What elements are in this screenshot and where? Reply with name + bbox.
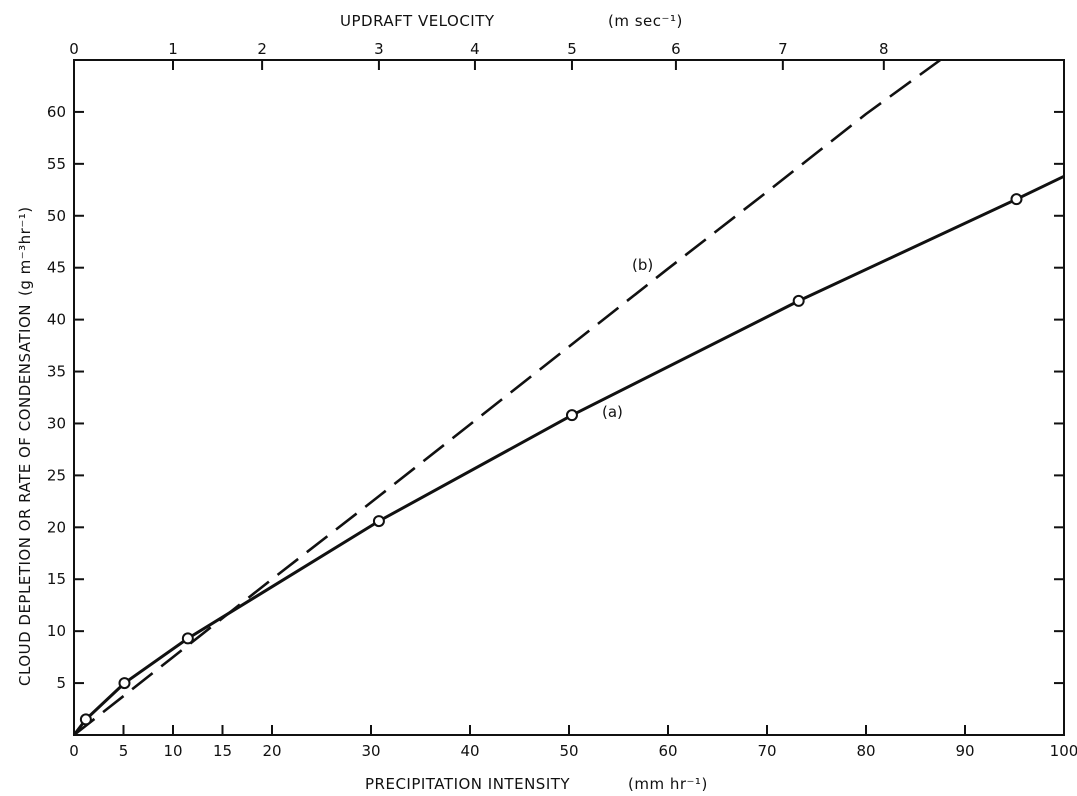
y-axis-label: CLOUD DEPLETION OR RATE OF CONDENSATION (… [16, 206, 34, 686]
top-tick-label: 7 [778, 40, 788, 58]
series-markers [79, 193, 1023, 726]
x-tick-label: 30 [361, 742, 380, 760]
series-label-a: (a) [602, 403, 623, 421]
y-tick-label: 15 [47, 570, 66, 588]
x-tick-label: 10 [163, 742, 182, 760]
data-point [565, 409, 578, 422]
y-axis-label-text: CLOUD DEPLETION OR RATE OF CONDENSATION [16, 304, 34, 686]
data-point [181, 632, 194, 645]
top-axis-unit: (m sec⁻¹) [608, 12, 683, 30]
y-tick-label: 55 [47, 155, 66, 173]
top-axis-label: UPDRAFT VELOCITY [340, 12, 495, 30]
x-tick-label: 5 [119, 742, 129, 760]
series-lines [72, 58, 1065, 737]
top-axis-title: UPDRAFT VELOCITY (m sec⁻¹) [340, 12, 683, 30]
x-tick-label: 50 [559, 742, 578, 760]
top-tick-label: 6 [671, 40, 681, 58]
top-tick-label: 4 [470, 40, 480, 58]
y-tick-label: 40 [47, 311, 66, 329]
y-axis-unit: (g m⁻³hr⁻¹) [16, 206, 34, 296]
data-point [118, 677, 131, 690]
x-tick-label: 15 [213, 742, 232, 760]
x-tick-label: 0 [69, 742, 79, 760]
x-tick-label: 80 [856, 742, 875, 760]
y-tick-label: 10 [47, 622, 66, 640]
x-tick-label: 20 [262, 742, 281, 760]
data-point [79, 713, 92, 726]
x-tick-label: 60 [658, 742, 677, 760]
data-point [372, 515, 385, 528]
x-axis-label: PRECIPITATION INTENSITY [365, 775, 570, 793]
series-line-b [73, 58, 942, 737]
series-line-a [72, 174, 1065, 736]
top-tick-label: 5 [567, 40, 577, 58]
data-point [792, 294, 805, 307]
x-axis-title: PRECIPITATION INTENSITY (mm hr⁻¹) [365, 775, 708, 793]
y-axis-title: CLOUD DEPLETION OR RATE OF CONDENSATION (… [16, 206, 34, 686]
y-axis-ticks: 5 10 15 20 25 30 35 40 45 50 55 60 [47, 103, 1064, 692]
y-tick-label: 20 [47, 518, 66, 536]
y-tick-label: 35 [47, 363, 66, 381]
top-tick-label: 0 [69, 40, 79, 58]
x-tick-label: 100 [1050, 742, 1077, 760]
series-label-b: (b) [632, 256, 653, 274]
x-tick-label: 90 [955, 742, 974, 760]
x-axis-unit: (mm hr⁻¹) [628, 775, 708, 793]
top-tick-label: 2 [257, 40, 267, 58]
data-point [1010, 193, 1023, 206]
top-tick-label: 1 [168, 40, 178, 58]
top-tick-label: 8 [879, 40, 889, 58]
y-tick-label: 45 [47, 259, 66, 277]
y-tick-label: 25 [47, 466, 66, 484]
y-tick-label: 5 [56, 674, 66, 692]
y-tick-label: 60 [47, 103, 66, 121]
x-axis-ticks: 0 5 10 15 20 30 40 50 60 70 80 90 100 [69, 725, 1077, 760]
y-tick-label: 30 [47, 414, 66, 432]
plot-frame [73, 59, 1065, 736]
top-tick-label: 3 [374, 40, 384, 58]
y-tick-label: 50 [47, 207, 66, 225]
x-tick-label: 40 [460, 742, 479, 760]
top-axis-ticks: 0 1 2 3 4 5 6 7 8 [69, 40, 889, 70]
x-tick-label: 70 [757, 742, 776, 760]
